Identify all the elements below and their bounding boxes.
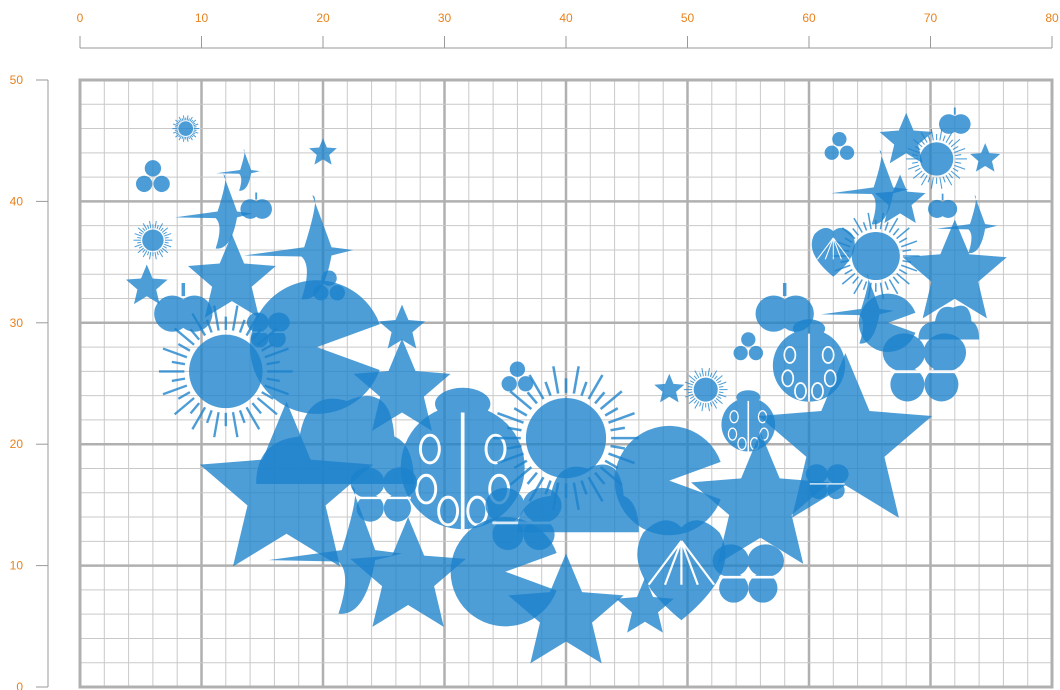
butterfly-icon: [882, 333, 967, 402]
shape-cluster: [126, 107, 1007, 664]
x-tick-label: 80: [1045, 11, 1059, 25]
x-tick-label: 70: [924, 11, 938, 25]
sun-icon: [133, 220, 173, 260]
star-icon: [616, 577, 674, 633]
y-tick-label: 50: [10, 73, 24, 87]
star-icon: [126, 264, 168, 305]
star-icon: [874, 174, 926, 224]
swallow-icon: [268, 486, 402, 614]
sun-icon: [172, 115, 200, 142]
star-icon: [879, 112, 933, 164]
sun-icon: [683, 367, 728, 412]
apple-icon: [240, 192, 272, 219]
x-tick-label: 60: [802, 11, 816, 25]
grid-border: [78, 78, 1054, 689]
y-tick-label: 10: [10, 559, 24, 573]
star-icon: [902, 219, 1007, 319]
y-tick-label: 0: [16, 680, 23, 690]
x-tick-label: 30: [438, 11, 452, 25]
ladybug-icon: [772, 319, 846, 402]
star-icon: [199, 401, 374, 567]
apple-icon: [755, 282, 814, 332]
butterfly-icon: [805, 464, 849, 500]
star-icon: [758, 353, 933, 518]
swallow-icon: [216, 149, 260, 191]
x-tick-label: 10: [195, 11, 209, 25]
star-icon: [187, 234, 276, 318]
pacman-icon: [614, 425, 721, 536]
y-tick-label: 40: [10, 194, 24, 208]
pacman-icon: [250, 280, 380, 414]
swallow-icon: [174, 174, 253, 249]
star-icon: [691, 432, 830, 564]
sun-icon: [906, 128, 967, 189]
y-tick-label: 20: [10, 437, 24, 451]
cloud-icon: [918, 305, 980, 340]
y-tick-label: 30: [10, 316, 24, 330]
apple-icon: [939, 107, 971, 134]
x-tick-label: 40: [559, 11, 573, 25]
leaf-icon: [637, 520, 726, 621]
leaf-trio-icon: [501, 361, 534, 392]
leaf-icon: [811, 227, 855, 277]
x-tick-label: 20: [316, 11, 330, 25]
star-icon: [350, 516, 466, 627]
cloud-icon: [517, 464, 639, 533]
star-icon: [508, 553, 624, 664]
x-tick-label: 50: [681, 11, 695, 25]
x-tick-label: 0: [77, 11, 84, 25]
star-icon: [970, 143, 1001, 172]
star-icon: [378, 304, 426, 349]
star-icon: [309, 138, 337, 165]
leaf-trio-icon: [135, 160, 170, 193]
swallow-icon: [936, 195, 998, 254]
leaf-trio-icon: [733, 332, 764, 361]
leaf-trio-icon: [824, 132, 855, 160]
y-axis-ruler: 50 40 30 20 10 0: [10, 73, 49, 690]
apple-icon: [154, 282, 213, 332]
apple-icon: [928, 193, 958, 218]
x-axis-ruler: 0 10 20 30 40 50 60 70 80: [77, 11, 1059, 49]
star-icon: [654, 373, 685, 403]
butterfly-icon: [350, 467, 418, 522]
